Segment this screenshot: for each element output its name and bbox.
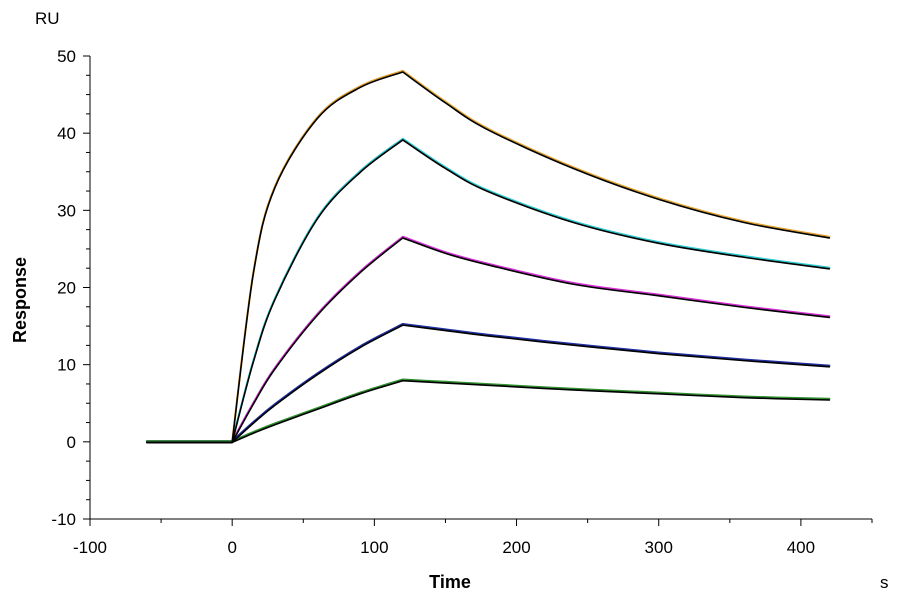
fit-line [146,237,831,444]
y-tick-label: 40 [57,124,76,143]
series-line [145,322,831,443]
y-unit-label: RU [35,9,60,28]
x-tick-label: 200 [502,538,530,557]
fit-line [146,324,831,444]
fit-line [146,379,831,444]
y-tick-label: 20 [57,279,76,298]
y-tick-label: 30 [57,201,76,220]
y-tick-label: 0 [67,433,76,452]
x-tick-label: 300 [645,538,673,557]
fit-line [146,139,831,444]
x-tick-label: 100 [360,538,388,557]
y-axis-title: Response [10,257,30,343]
series-line [145,378,831,443]
x-unit-label: s [880,573,889,592]
x-tick-label: 0 [227,538,236,557]
x-tick-label: -100 [73,538,107,557]
y-tick-label: 50 [57,47,76,66]
axis-ticks [83,55,873,526]
y-tick-label: -10 [51,510,76,529]
x-axis-title: Time [429,572,471,592]
x-tick-label: 400 [787,538,815,557]
fit-line [146,71,831,444]
fit-lines [146,71,831,444]
y-tick-label: 10 [57,356,76,375]
